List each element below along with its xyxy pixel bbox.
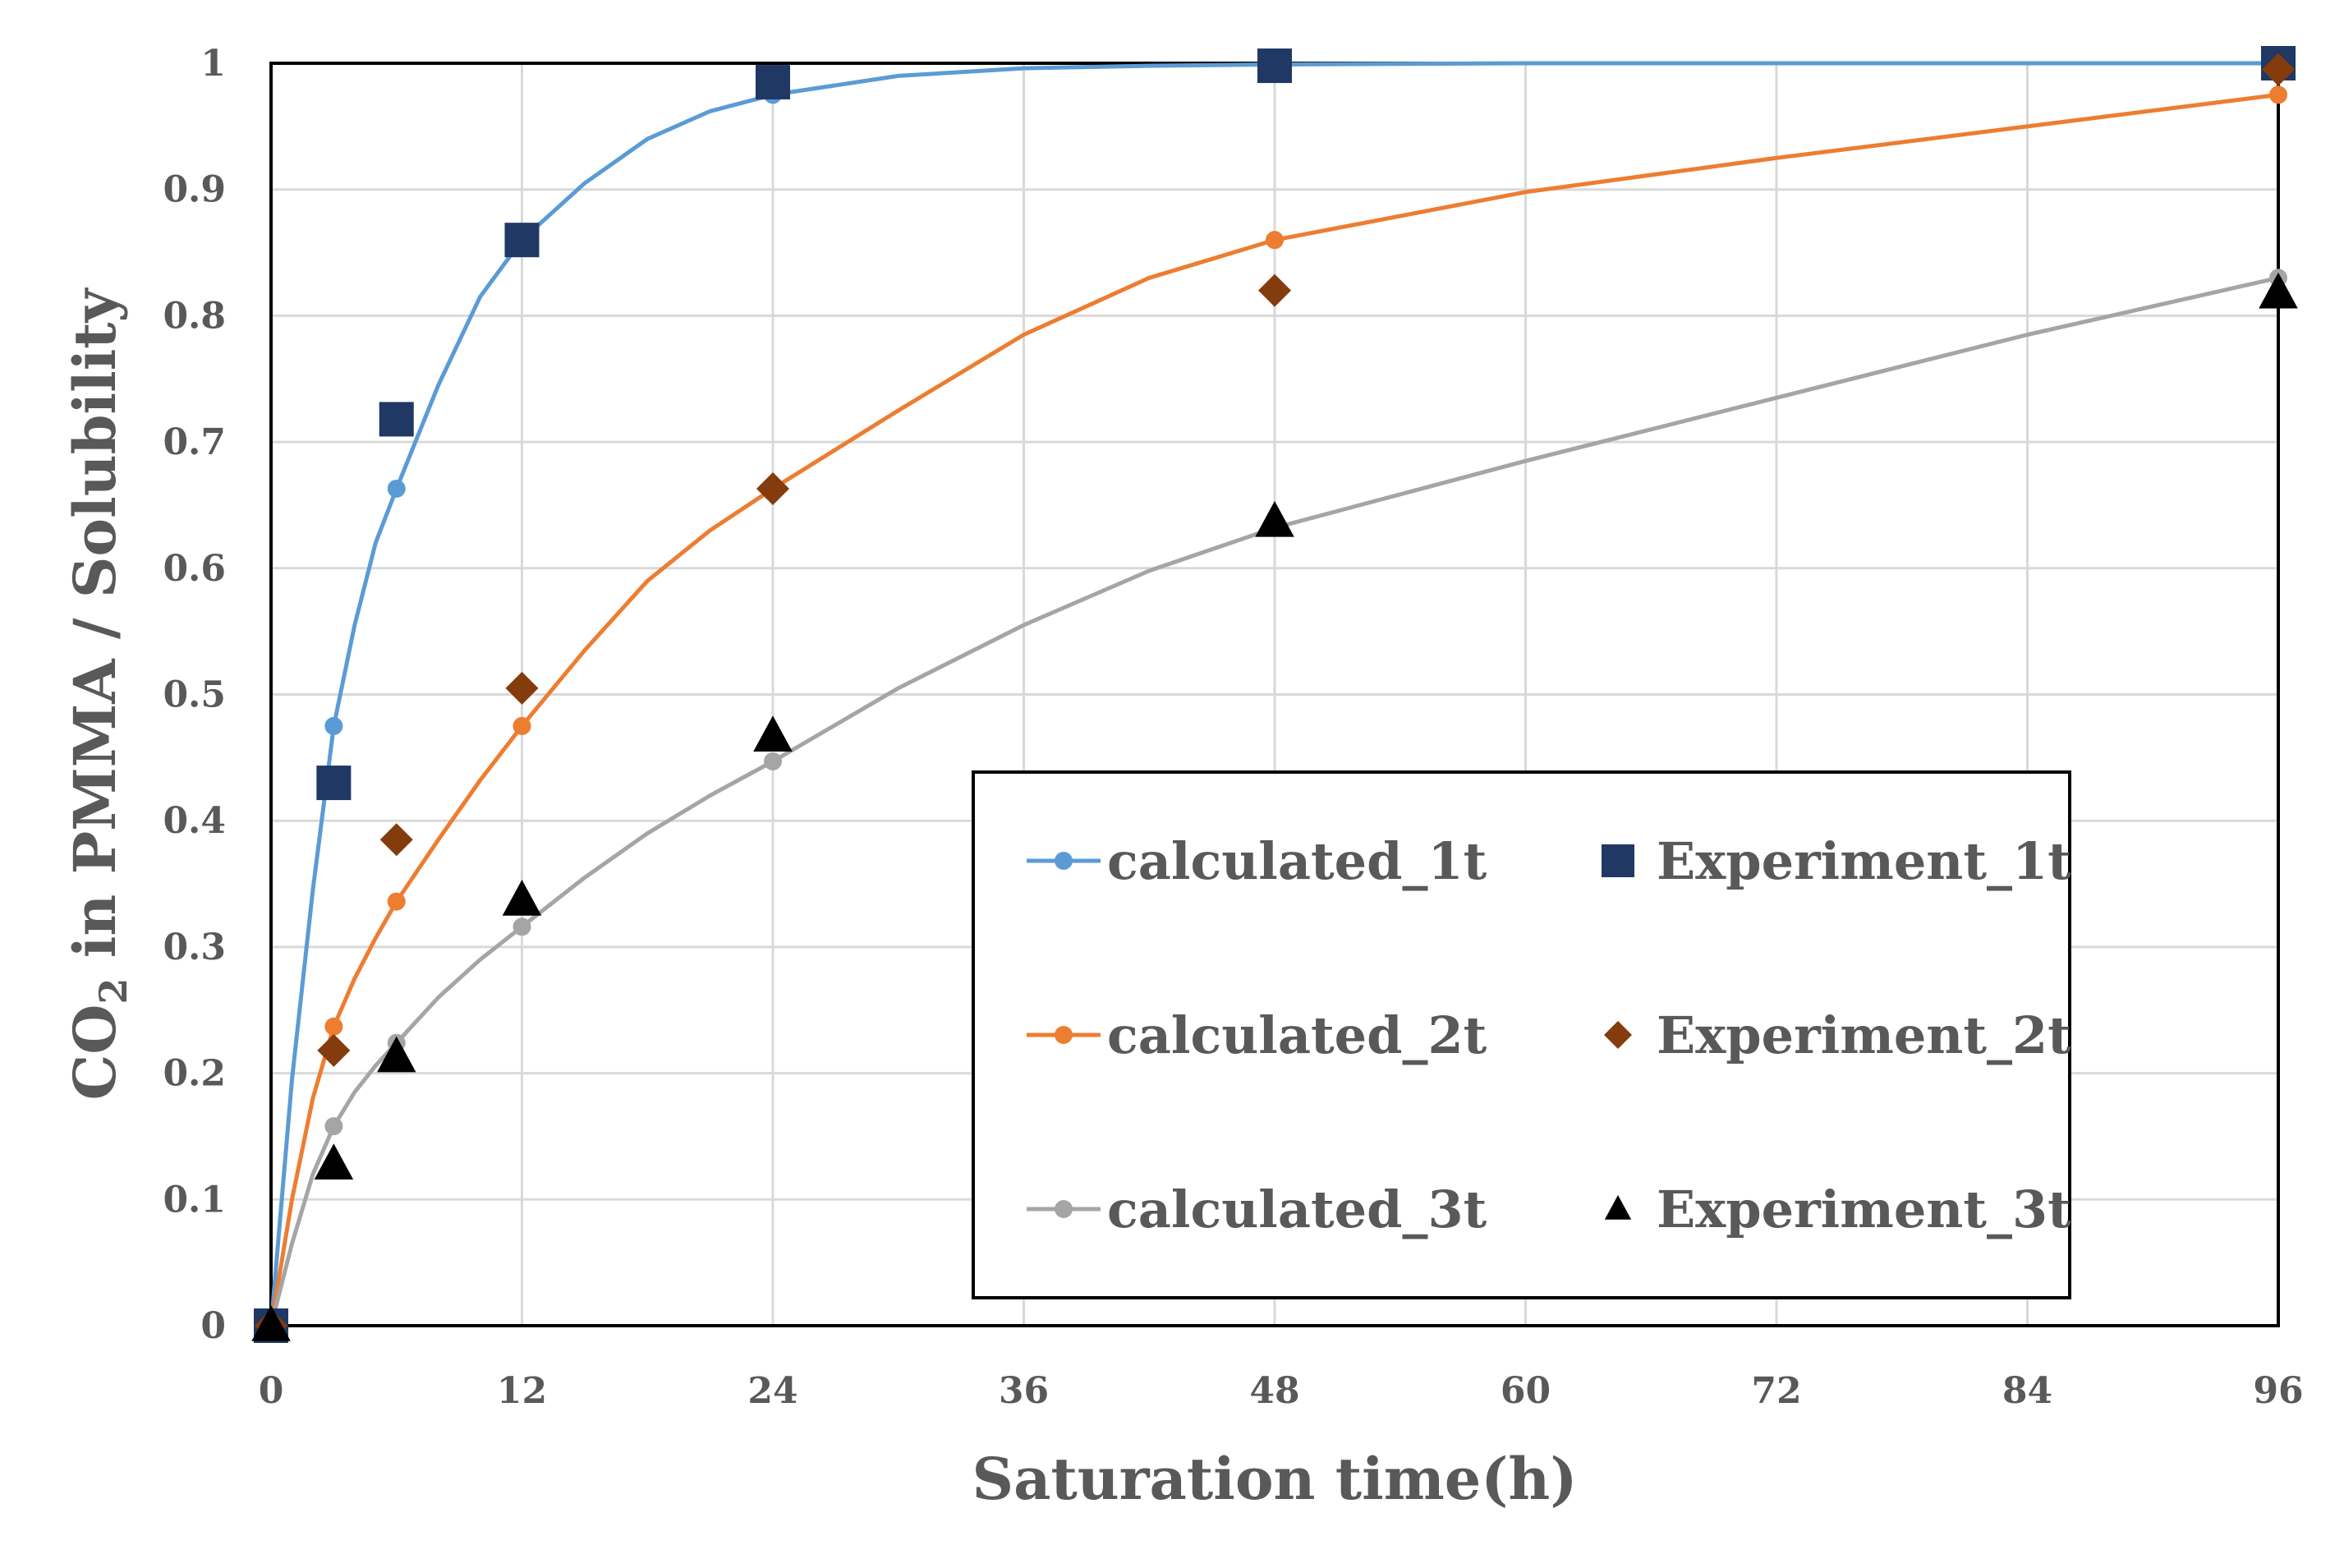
legend-swatch-marker: [1055, 852, 1073, 870]
data-point-calculated_3t: [512, 917, 531, 936]
legend-label: Experiment_1t: [1657, 831, 2071, 891]
series-calculated_2t: [262, 85, 2287, 1335]
x-tick-label: 0: [259, 1370, 284, 1412]
x-tick-label: 60: [1501, 1370, 1551, 1412]
legend-label: Experiment_2t: [1657, 1005, 2071, 1065]
legend-entry-Experiment_2t: Experiment_2t: [1604, 1005, 2071, 1065]
data-point-Experiment_3t: [377, 1036, 416, 1073]
data-point-calculated_2t: [1266, 231, 1284, 250]
x-tick-label: 24: [747, 1370, 797, 1412]
data-point-Experiment_2t: [1258, 274, 1291, 307]
y-tick-label: 0.2: [163, 1053, 226, 1095]
legend-swatch-marker: [1602, 844, 1634, 877]
legend-swatch-marker: [1604, 1021, 1632, 1049]
data-point-Experiment_1t: [504, 223, 540, 258]
legend-label: calculated_3t: [1107, 1179, 1487, 1239]
data-point-calculated_2t: [324, 1017, 343, 1036]
data-point-Experiment_3t: [1255, 500, 1294, 537]
y-tick-label: 0.5: [163, 674, 226, 716]
series-Experiment_2t: [255, 53, 2295, 1342]
y-tick-label: 0.6: [163, 548, 226, 590]
y-axis-title-suffix: in PMMA / Solubility: [61, 287, 129, 977]
legend-entry-Experiment_3t: Experiment_3t: [1604, 1179, 2071, 1239]
x-tick-label: 36: [999, 1370, 1049, 1412]
y-tick-label: 0.7: [163, 421, 226, 463]
data-point-Experiment_1t: [379, 402, 414, 437]
y-axis-title: CO2 in PMMA / Solubility: [61, 287, 136, 1100]
y-axis-ticks: 0 0.1 0.2 0.3 0.4 0.5 0.6 0.7 0.8 0.9 1: [163, 43, 226, 1347]
x-tick-label: 48: [1249, 1370, 1299, 1412]
x-axis-title: Saturation time(h): [972, 1445, 1578, 1513]
y-tick-label: 0.1: [163, 1179, 226, 1221]
x-tick-label: 84: [2002, 1370, 2052, 1412]
series-Experiment_3t: [251, 272, 2298, 1341]
series-line-calculated_2t: [269, 92, 2279, 1327]
series-line-calculated_3t: [269, 275, 2279, 1327]
y-tick-label: 0.4: [163, 800, 226, 842]
y-tick-label: 0.8: [163, 295, 226, 337]
legend-label: calculated_2t: [1107, 1005, 1487, 1065]
x-tick-label: 72: [1751, 1370, 1801, 1412]
legend-entry-calculated_3t: calculated_3t: [1027, 1179, 1487, 1239]
legend: calculated_1t Experiment_1t calculated_2t E…: [972, 770, 2071, 1299]
x-axis-ticks: 0 12 24 36 48 60 72 84 96: [259, 1370, 2304, 1412]
y-axis-title-subscript: 2: [91, 978, 136, 1005]
data-point-Experiment_2t: [379, 823, 413, 857]
y-tick-label: 0.3: [163, 927, 226, 968]
data-point-Experiment_1t: [316, 766, 352, 801]
data-point-calculated_2t: [512, 716, 531, 735]
legend-label: calculated_1t: [1107, 831, 1487, 891]
legend-box: [972, 770, 2071, 1299]
y-tick-label: 1: [200, 43, 226, 85]
y-tick-label: 0: [200, 1305, 226, 1347]
legend-entry-calculated_1t: calculated_1t: [1027, 831, 1487, 891]
data-point-Experiment_3t: [2259, 272, 2298, 309]
data-point-calculated_2t: [2269, 85, 2287, 104]
legend-swatch-marker: [1604, 1195, 1632, 1220]
x-tick-label: 12: [497, 1370, 547, 1412]
legend-swatch-marker: [1055, 1026, 1073, 1044]
y-axis-title-prefix: CO: [61, 1005, 129, 1101]
data-point-Experiment_2t: [317, 1033, 351, 1067]
legend-items: calculated_1t Experiment_1t calculated_2t E…: [1027, 831, 2071, 1239]
data-point-Experiment_1t: [1257, 48, 1292, 84]
data-point-Experiment_2t: [2262, 53, 2295, 86]
series-layer: [251, 46, 2298, 1343]
data-point-Experiment_3t: [502, 880, 542, 916]
data-point-Experiment_2t: [756, 471, 789, 505]
series-line-calculated_1t: [269, 61, 2278, 1327]
legend-entry-calculated_2t: calculated_2t: [1027, 1005, 1487, 1065]
data-point-Experiment_3t: [753, 715, 793, 752]
data-point-calculated_3t: [324, 1117, 343, 1136]
data-point-calculated_2t: [387, 892, 406, 911]
y-tick-label: 0.9: [163, 169, 226, 211]
legend-swatch-marker: [1055, 1200, 1073, 1218]
legend-entry-Experiment_1t: Experiment_1t: [1602, 831, 2071, 891]
data-point-calculated_3t: [764, 752, 782, 770]
data-point-Experiment_1t: [756, 65, 790, 100]
data-point-calculated_1t: [324, 716, 343, 735]
data-point-calculated_1t: [387, 479, 406, 498]
data-point-Experiment_3t: [251, 1305, 291, 1341]
data-point-Experiment_3t: [314, 1143, 354, 1180]
data-point-Experiment_2t: [505, 671, 539, 705]
legend-label: Experiment_3t: [1657, 1179, 2071, 1239]
x-tick-label: 96: [2253, 1370, 2303, 1412]
